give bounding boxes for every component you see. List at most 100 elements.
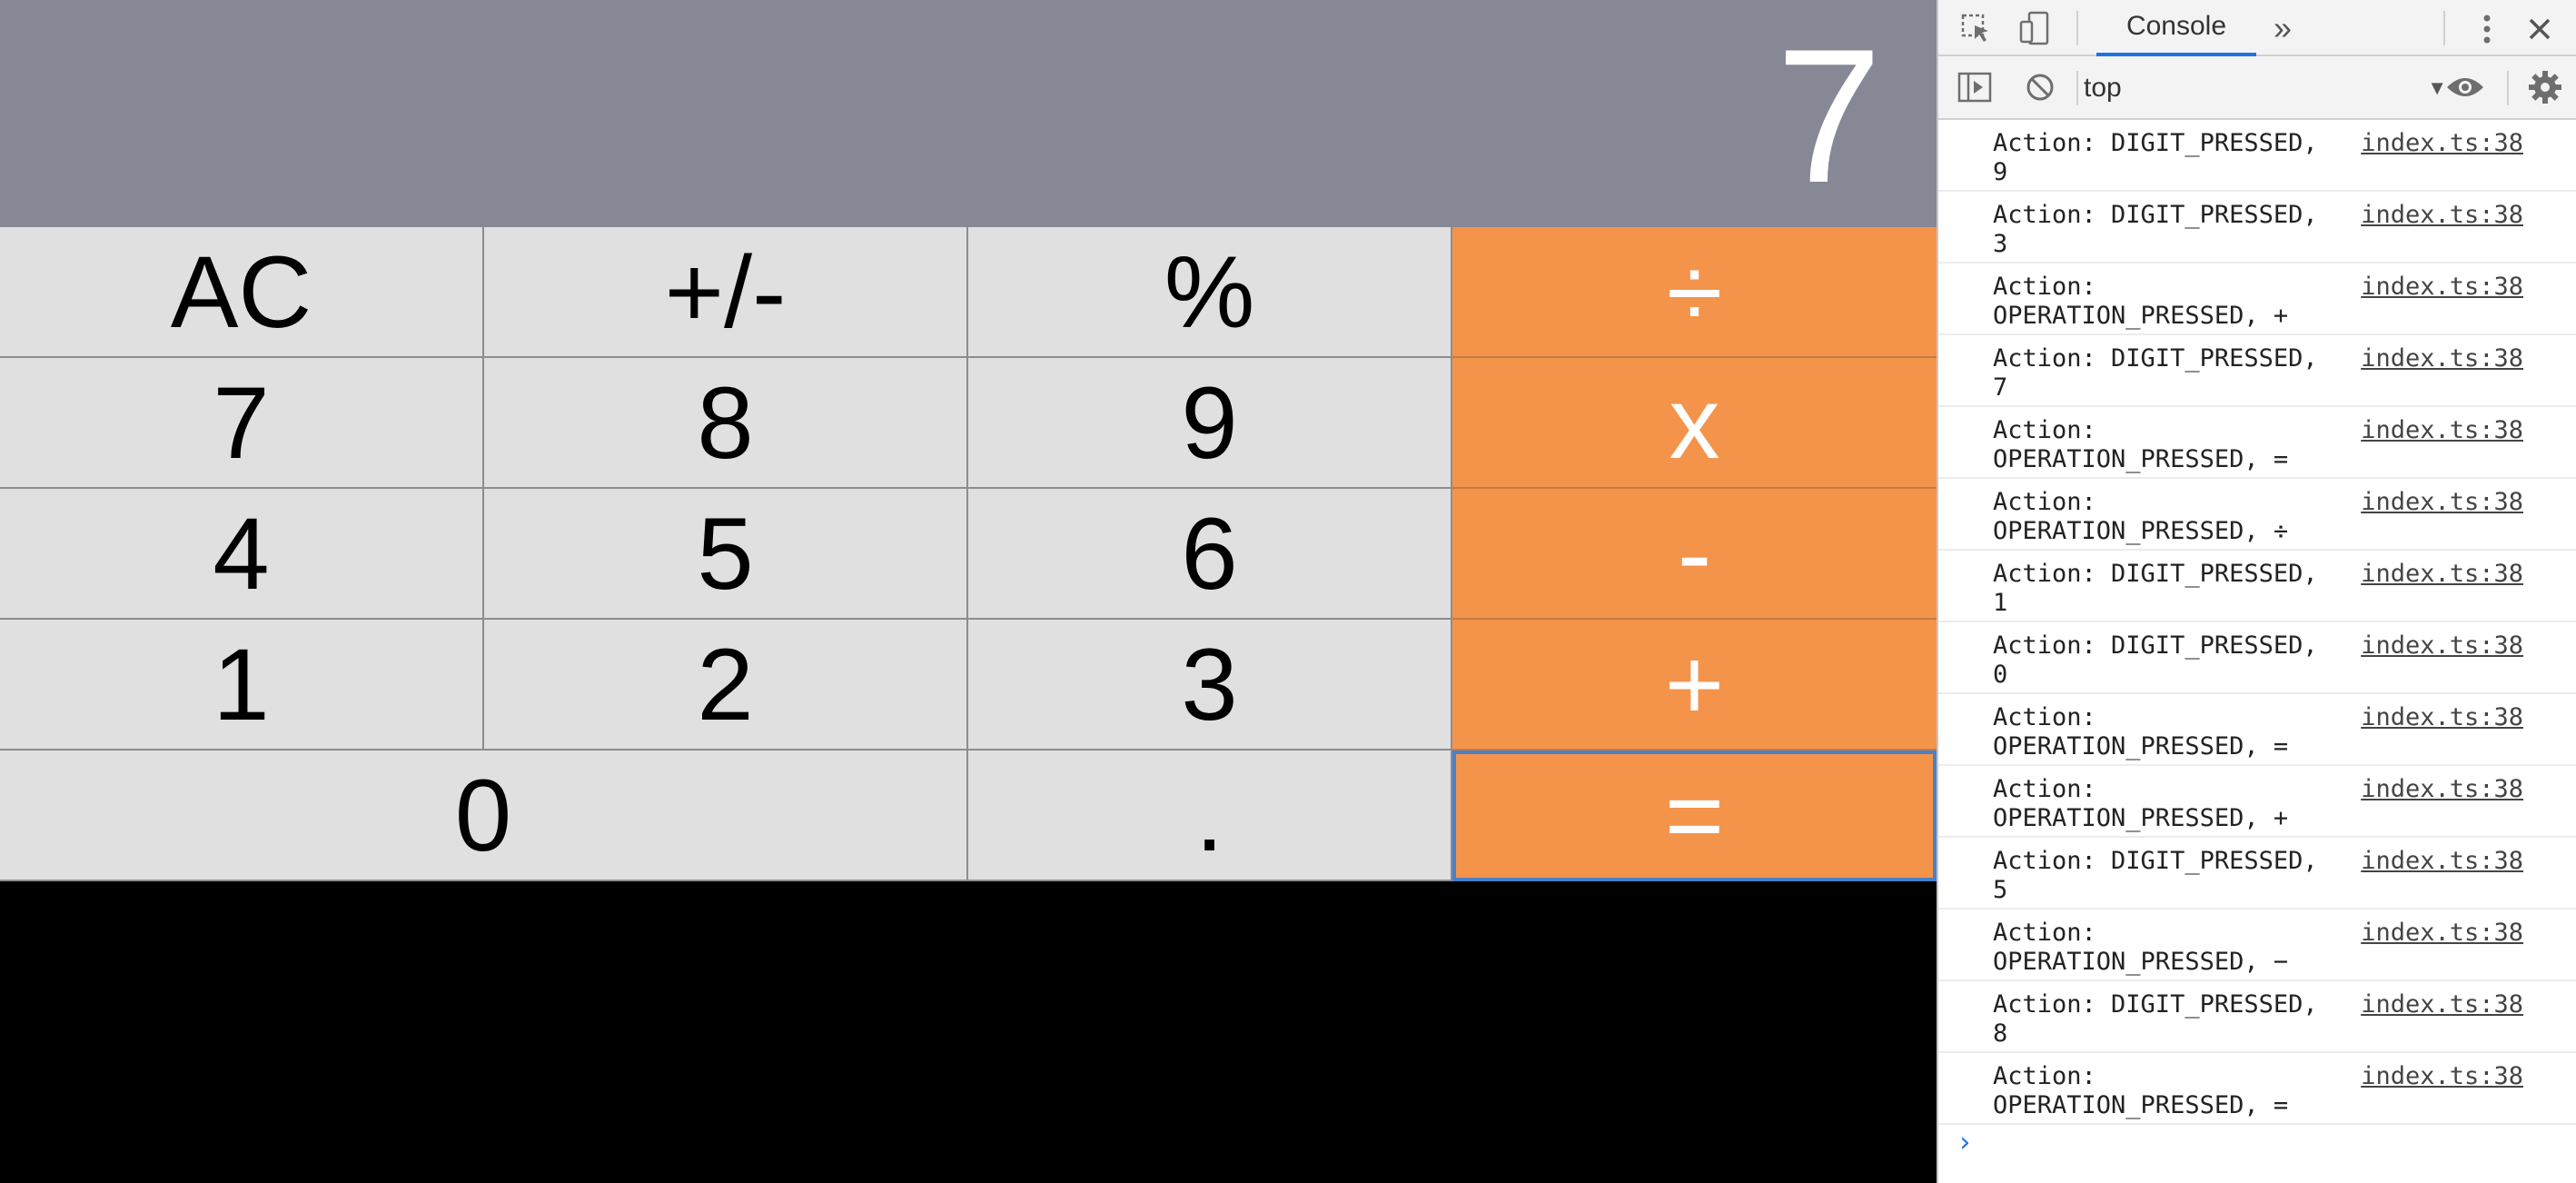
console-message-line2: OPERATION_PRESSED, + [1993, 804, 2289, 832]
console-log: Action: DIGIT_PRESSED, 9 index.ts:38 Action… [1938, 120, 2576, 1125]
console-message: Action: OPERATION_PRESSED, − index.ts:38 [1938, 910, 2576, 981]
console-source-link[interactable]: index.ts:38 [2361, 201, 2523, 229]
console-message-text: Action: OPERATION_PRESSED, = [1993, 1062, 2356, 1120]
chevron-down-icon: ▼ [2427, 76, 2447, 99]
console-message-line1: Action: DIGIT_PRESSED, [1993, 560, 2318, 588]
console-message-line1: Action: [1993, 416, 2096, 444]
console-source-link[interactable]: index.ts:38 [2361, 703, 2523, 731]
gear-icon[interactable] [2523, 67, 2567, 107]
kebab-menu-icon[interactable] [2469, 9, 2505, 49]
toolbar-divider-right [2507, 71, 2509, 105]
console-message-line1: Action: DIGIT_PRESSED, [1993, 201, 2318, 229]
console-source-link[interactable]: index.ts:38 [2361, 273, 2523, 301]
console-message-line2: 7 [1993, 373, 2008, 402]
console-message-text: Action: OPERATION_PRESSED, ÷ [1993, 488, 2356, 546]
digit-6-button[interactable]: 6 [968, 489, 1452, 620]
console-source-link[interactable]: index.ts:38 [2361, 775, 2523, 803]
console-message: Action: DIGIT_PRESSED, 3 index.ts:38 [1938, 192, 2576, 263]
console-message-line2: 0 [1993, 661, 2008, 689]
divide-button[interactable]: ÷ [1452, 227, 1937, 358]
console-message-text: Action: DIGIT_PRESSED, 8 [1993, 990, 2356, 1049]
context-selector-value: top [2084, 73, 2122, 103]
console-message: Action: DIGIT_PRESSED, 0 index.ts:38 [1938, 622, 2576, 694]
console-message-text: Action: DIGIT_PRESSED, 9 [1993, 129, 2356, 187]
console-message-text: Action: DIGIT_PRESSED, 0 [1993, 631, 2356, 690]
console-message-text: Action: DIGIT_PRESSED, 5 [1993, 847, 2356, 905]
digit-0-button[interactable]: 0 [0, 751, 968, 881]
live-expression-icon[interactable] [2438, 67, 2492, 107]
console-source-link[interactable]: index.ts:38 [2361, 560, 2523, 588]
console-message-text: Action: OPERATION_PRESSED, = [1993, 416, 2356, 474]
clear-button[interactable]: AC [0, 227, 484, 358]
console-message: Action: DIGIT_PRESSED, 1 index.ts:38 [1938, 551, 2576, 622]
devtools-tabbar: Console » [1938, 0, 2576, 56]
console-message-text: Action: DIGIT_PRESSED, 3 [1993, 201, 2356, 259]
console-message-text: Action: DIGIT_PRESSED, 1 [1993, 560, 2356, 618]
console-message-line2: OPERATION_PRESSED, = [1993, 732, 2289, 760]
close-icon[interactable] [2520, 9, 2560, 49]
digit-9-button[interactable]: 9 [968, 358, 1452, 489]
console-message-line1: Action: [1993, 775, 2096, 803]
subtract-button[interactable]: - [1452, 489, 1937, 620]
console-message-line2: OPERATION_PRESSED, = [1993, 445, 2289, 473]
digit-1-button[interactable]: 1 [0, 620, 484, 751]
console-message-text: Action: DIGIT_PRESSED, 7 [1993, 344, 2356, 403]
console-message: Action: OPERATION_PRESSED, = index.ts:38 [1938, 694, 2576, 766]
console-source-link[interactable]: index.ts:38 [2361, 129, 2523, 157]
console-message-line1: Action: DIGIT_PRESSED, [1993, 344, 2318, 373]
multiply-button[interactable]: x [1452, 358, 1937, 489]
console-message-text: Action: OPERATION_PRESSED, + [1993, 775, 2356, 833]
percent-button[interactable]: % [968, 227, 1452, 358]
more-tabs-icon[interactable]: » [2273, 9, 2293, 46]
calculator-app: 7 AC +/- % ÷ 7 8 9 x 4 5 6 - 1 2 3 + 0 .… [0, 0, 1937, 881]
console-message-line2: OPERATION_PRESSED, − [1993, 948, 2289, 976]
console-message-line1: Action: DIGIT_PRESSED, [1993, 129, 2318, 157]
digit-2-button[interactable]: 2 [484, 620, 968, 751]
console-message: Action: DIGIT_PRESSED, 9 index.ts:38 [1938, 120, 2576, 192]
console-source-link[interactable]: index.ts:38 [2361, 919, 2523, 947]
console-toolbar: top ▼ [1938, 56, 2576, 120]
tabbar-divider-right [2443, 11, 2445, 45]
digit-7-button[interactable]: 7 [0, 358, 484, 489]
display-value: 7 [1776, 9, 1882, 223]
digit-8-button[interactable]: 8 [484, 358, 968, 489]
console-message: Action: DIGIT_PRESSED, 8 index.ts:38 [1938, 981, 2576, 1053]
console-message-line2: OPERATION_PRESSED, ÷ [1993, 517, 2289, 545]
digit-3-button[interactable]: 3 [968, 620, 1452, 751]
digit-4-button[interactable]: 4 [0, 489, 484, 620]
console-source-link[interactable]: index.ts:38 [2361, 344, 2523, 373]
tab-console[interactable]: Console [2096, 0, 2256, 56]
console-message-line1: Action: [1993, 273, 2096, 301]
inspect-element-icon[interactable] [1957, 9, 1996, 49]
console-message-line2: OPERATION_PRESSED, + [1993, 302, 2289, 330]
console-message-line2: 8 [1993, 1019, 2008, 1048]
console-source-link[interactable]: index.ts:38 [2361, 416, 2523, 444]
console-source-link[interactable]: index.ts:38 [2361, 1062, 2523, 1090]
context-selector[interactable]: top ▼ [2084, 65, 2511, 111]
console-message-line1: Action: DIGIT_PRESSED, [1993, 847, 2318, 875]
equals-button[interactable]: = [1452, 751, 1937, 881]
sidebar-toggle-icon[interactable] [1955, 67, 1995, 107]
console-prompt[interactable]: › [1957, 1127, 1974, 1158]
console-message-text: Action: OPERATION_PRESSED, = [1993, 703, 2356, 761]
add-button[interactable]: + [1452, 620, 1937, 751]
console-source-link[interactable]: index.ts:38 [2361, 990, 2523, 1019]
console-message-line2: 5 [1993, 876, 2008, 904]
console-message-line1: Action: DIGIT_PRESSED, [1993, 631, 2318, 660]
decimal-button[interactable]: . [968, 751, 1452, 881]
toggle-sign-button[interactable]: +/- [484, 227, 968, 358]
console-message: Action: OPERATION_PRESSED, = index.ts:38 [1938, 1053, 2576, 1125]
console-message-text: Action: OPERATION_PRESSED, + [1993, 273, 2356, 331]
console-message-line1: Action: [1993, 488, 2096, 516]
calculator-keypad: AC +/- % ÷ 7 8 9 x 4 5 6 - 1 2 3 + 0 . = [0, 227, 1937, 881]
console-source-link[interactable]: index.ts:38 [2361, 847, 2523, 875]
console-message: Action: DIGIT_PRESSED, 5 index.ts:38 [1938, 838, 2576, 910]
device-toggle-icon[interactable] [2015, 9, 2055, 49]
console-source-link[interactable]: index.ts:38 [2361, 631, 2523, 660]
console-message: Action: OPERATION_PRESSED, = index.ts:38 [1938, 407, 2576, 479]
console-source-link[interactable]: index.ts:38 [2361, 488, 2523, 516]
clear-console-icon[interactable] [2020, 67, 2060, 107]
digit-5-button[interactable]: 5 [484, 489, 968, 620]
console-message-line1: Action: [1993, 703, 2096, 731]
console-message-line1: Action: [1993, 1062, 2096, 1090]
